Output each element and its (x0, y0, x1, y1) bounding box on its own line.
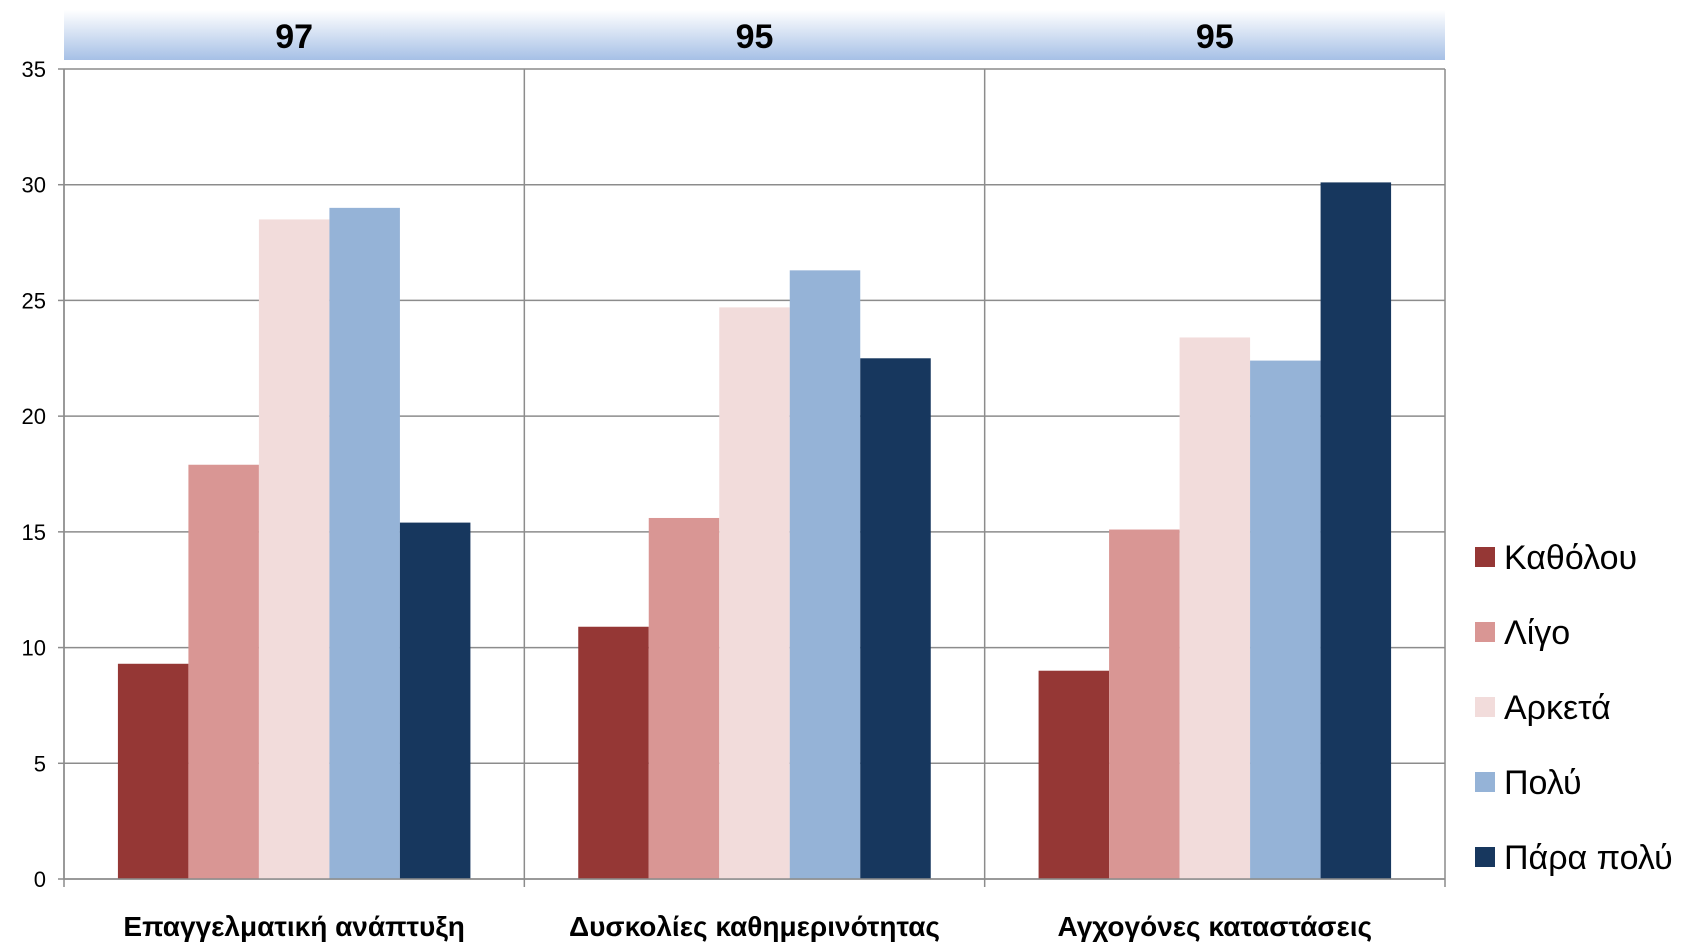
header-layer: 97 95 95 (64, 10, 1445, 60)
bar (860, 358, 931, 879)
bar (789, 270, 861, 879)
group-header-label: 97 (275, 18, 313, 56)
y-tick-label: 35 (22, 57, 46, 82)
legend-swatch (1475, 622, 1495, 642)
axis-layer: 0 5 10 15 20 25 30 35 Επαγγελματική ανάπτυξη Δυσκ… (22, 57, 1445, 942)
bar (1320, 182, 1392, 879)
y-tick-label: 10 (22, 636, 46, 661)
bar (1250, 360, 1321, 880)
y-tick-label: 5 (34, 751, 46, 776)
legend-layer: Καθόλου Λίγο Αρκετά Πολύ Πάρα πολύ (1475, 539, 1673, 877)
bar (117, 663, 189, 879)
legend-label: Αρκετά (1504, 689, 1611, 727)
y-tick-label: 15 (22, 520, 46, 545)
legend-label: Πάρα πολύ (1504, 839, 1673, 877)
x-category-label: Επαγγελματική ανάπτυξη (123, 911, 464, 942)
group-header-label: 95 (736, 18, 774, 56)
bar (719, 307, 790, 879)
legend-swatch (1475, 847, 1495, 867)
x-category-label: Δυσκολίες καθημερινότητας (569, 911, 940, 942)
bar (399, 522, 471, 879)
bar (258, 219, 330, 879)
bar-layer (117, 182, 1392, 880)
bar (578, 626, 649, 879)
legend-swatch (1475, 547, 1495, 567)
header-band (64, 10, 1445, 60)
bar (648, 517, 720, 879)
bar (1038, 670, 1110, 879)
legend-label: Πολύ (1504, 764, 1582, 802)
y-tick-label: 30 (22, 173, 46, 198)
y-tick-label: 25 (22, 288, 46, 313)
y-tick-label: 20 (22, 404, 46, 429)
bar (1109, 529, 1180, 879)
group-header-label: 95 (1196, 18, 1234, 56)
legend-label: Καθόλου (1504, 539, 1637, 577)
bar (329, 207, 400, 879)
legend-swatch (1475, 697, 1495, 717)
y-tick-label: 0 (34, 867, 46, 892)
bar (1179, 337, 1251, 879)
legend-label: Λίγο (1504, 614, 1570, 652)
bar (188, 464, 259, 879)
x-category-label: Αγχογόνες καταστάσεις (1058, 911, 1373, 942)
legend-swatch (1475, 772, 1495, 792)
